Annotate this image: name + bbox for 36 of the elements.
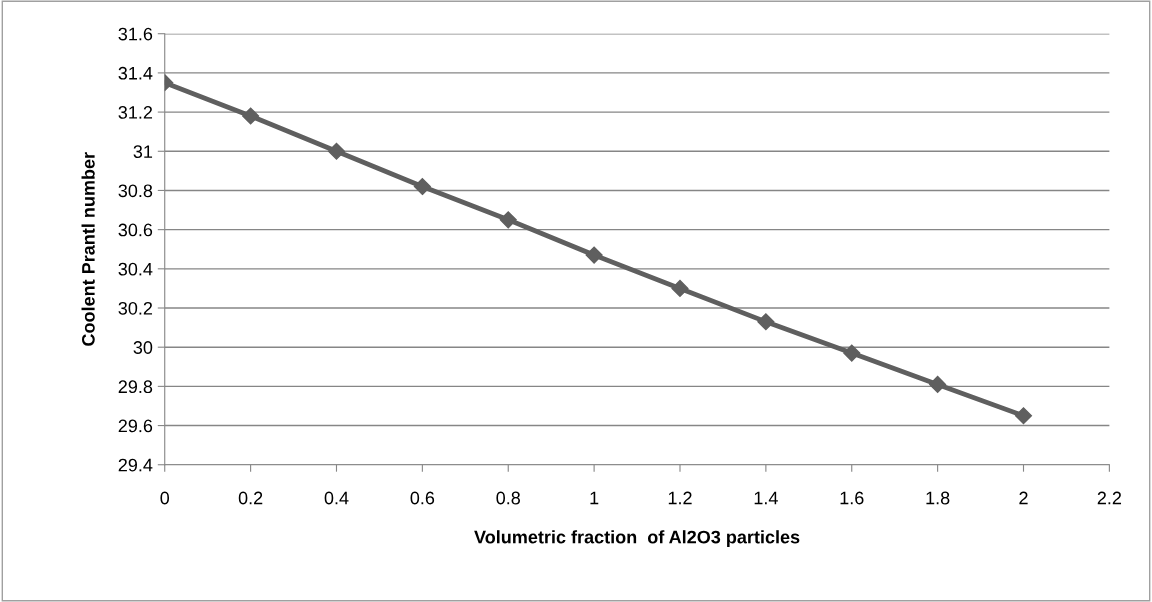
- y-tick-label: 30.8: [118, 184, 153, 198]
- x-tick-label: 2.2: [1097, 491, 1122, 505]
- x-tick-label: 1.4: [754, 491, 778, 505]
- x-tick-label: 2: [1019, 491, 1028, 505]
- y-tick-label: 29.8: [118, 380, 153, 394]
- x-tick-label: 0: [160, 491, 170, 505]
- x-tick-label: 1.2: [668, 491, 692, 505]
- y-tick-label: 29.4: [118, 458, 153, 472]
- point: [1014, 407, 1033, 425]
- y-tick-label: 31.2: [118, 106, 153, 119]
- y-tick-label: 30.6: [118, 223, 153, 237]
- point: [843, 344, 861, 362]
- point: [671, 279, 689, 297]
- point: [929, 375, 947, 393]
- point: [499, 211, 517, 229]
- y-tick-label: 30: [133, 341, 153, 354]
- x-tick-label: 0.2: [238, 491, 263, 505]
- x-axis-title: Volumetric fraction of Al2O3 particles: [474, 530, 800, 548]
- point: [327, 142, 346, 160]
- y-axis-title: Coolent Prantl number: [81, 152, 95, 346]
- y-tick-label: 30.2: [118, 301, 153, 315]
- x-tick-label: 1.6: [840, 491, 864, 505]
- y-tick-label: 31.4: [118, 66, 153, 80]
- point: [757, 313, 775, 331]
- x-tick-label: 0.4: [324, 491, 349, 505]
- y-tick-label: 31.6: [118, 27, 153, 41]
- x-tick-label: 1.8: [926, 491, 950, 505]
- point: [242, 107, 260, 125]
- x-tick-label: 0.8: [496, 491, 521, 505]
- x-tick-label: 1: [590, 491, 599, 505]
- x-tick-label: 0.6: [410, 491, 435, 505]
- y-tick-label: 31: [133, 145, 153, 158]
- point: [413, 177, 431, 196]
- point: [585, 246, 603, 264]
- y-tick-label: 29.6: [118, 419, 153, 433]
- y-tick-label: 30.4: [118, 262, 153, 276]
